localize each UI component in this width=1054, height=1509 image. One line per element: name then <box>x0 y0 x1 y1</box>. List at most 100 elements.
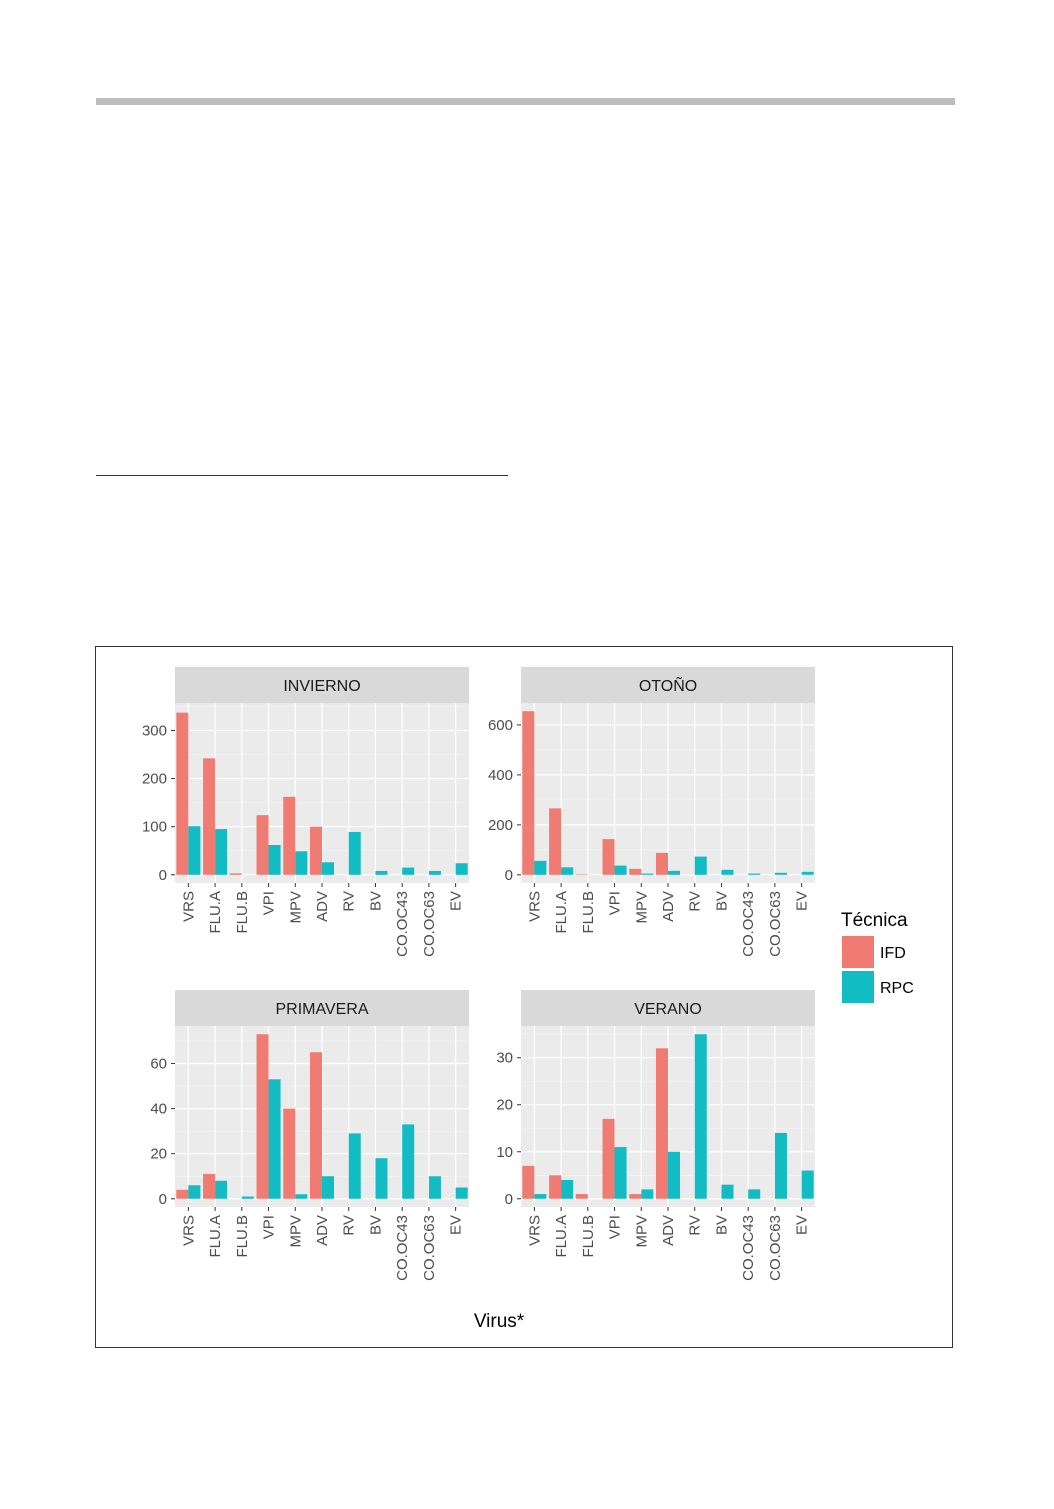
bar-ifd-flu-a <box>203 1173 216 1199</box>
x-tick-label: MPV <box>287 1215 304 1248</box>
x-tick-label: VPI <box>607 891 624 915</box>
x-tick-label: FLU.B <box>234 1215 251 1258</box>
bar-rpc-flu-a <box>561 1179 574 1199</box>
bar-rpc-vrs <box>188 826 201 875</box>
bar-ifd-adv <box>309 826 322 875</box>
bar-ifd-vpi <box>256 815 269 875</box>
facet-title: INVIERNO <box>283 678 360 695</box>
footnote-rule <box>96 475 508 476</box>
bar-rpc-vrs <box>534 860 547 875</box>
bar-rpc-vpi <box>268 1079 281 1199</box>
y-tick-label: 60 <box>150 1056 167 1073</box>
bar-rpc-vrs <box>534 1194 547 1199</box>
x-tick-label: RV <box>687 891 704 912</box>
x-tick-label: MPV <box>287 891 304 924</box>
bar-rpc-adv <box>322 862 335 875</box>
x-tick-label: CO.OC43 <box>394 1215 411 1281</box>
bar-ifd-flu-b <box>575 1194 588 1199</box>
bar-rpc-co-oc43 <box>748 1189 761 1199</box>
bar-rpc-bv <box>721 1184 734 1199</box>
y-tick-label: 400 <box>488 767 513 784</box>
bar-ifd-mpv <box>283 796 296 875</box>
bar-rpc-flu-a <box>215 829 228 875</box>
x-tick-label: CO.OC63 <box>421 891 438 957</box>
bar-rpc-co-oc63 <box>428 870 441 875</box>
x-tick-label: BV <box>713 891 730 911</box>
facet-title: VERANO <box>634 1001 702 1018</box>
x-tick-label: CO.OC43 <box>740 891 757 957</box>
bar-rpc-flu-a <box>215 1180 228 1199</box>
header-rule <box>96 98 955 105</box>
x-tick-label: FLU.B <box>580 891 597 934</box>
facet-strip <box>175 990 469 1026</box>
x-tick-label: ADV <box>314 1215 331 1246</box>
bar-ifd-vrs <box>522 711 535 875</box>
facet-panel-invierno: INVIERNO 0 100 200 300 VRS FLU.A FLU.B VPI MPV ADV… <box>142 667 469 957</box>
bar-rpc-adv <box>322 1176 335 1199</box>
legend-title: Técnica <box>841 910 908 931</box>
x-tick-label: CO.OC43 <box>740 1215 757 1281</box>
facet-title: OTOÑO <box>639 675 697 695</box>
y-tick-label: 0 <box>505 1191 513 1208</box>
bar-rpc-co-oc43 <box>402 1124 415 1199</box>
x-tick-label: VRS <box>526 891 543 922</box>
bar-ifd-adv <box>309 1052 322 1199</box>
x-tick-label: EV <box>448 891 465 911</box>
bar-rpc-ev <box>801 1170 814 1199</box>
bar-ifd-vrs <box>522 1165 535 1199</box>
bar-ifd-vrs <box>176 1189 189 1199</box>
x-tick-label: CO.OC63 <box>767 891 784 957</box>
y-tick-label: 300 <box>142 722 167 739</box>
bar-rpc-adv <box>668 870 681 875</box>
x-tick-label: FLU.B <box>580 1215 597 1258</box>
bar-rpc-co-oc63 <box>774 872 787 875</box>
facet-panel-oto-o: OTOÑO 0 200 400 600 VRS FLU.A FLU.B VPI MPV ADV RV B… <box>488 667 815 957</box>
x-tick-label: FLU.A <box>207 1215 224 1258</box>
bar-rpc-mpv <box>641 1189 654 1199</box>
bar-rpc-adv <box>668 1151 681 1199</box>
x-tick-label: VRS <box>180 1215 197 1246</box>
y-tick-label: 600 <box>488 717 513 734</box>
legend-swatch-ifd <box>842 936 874 968</box>
y-tick-label: 20 <box>150 1146 167 1163</box>
x-tick-label: VRS <box>526 1215 543 1246</box>
facet-panel-primavera: PRIMAVERA 0 20 40 60 VRS FLU.A FLU.B VPI MPV ADV RV… <box>150 990 469 1281</box>
facet-strip <box>175 667 469 703</box>
bar-ifd-mpv <box>283 1108 296 1199</box>
bar-rpc-mpv <box>295 1194 308 1199</box>
bar-ifd-vpi <box>256 1034 269 1199</box>
bar-ifd-vpi <box>602 839 615 875</box>
x-tick-label: EV <box>794 891 811 911</box>
y-tick-label: 20 <box>496 1097 513 1114</box>
bar-rpc-flu-b <box>241 1196 254 1199</box>
figure-frame <box>95 646 953 1348</box>
facet-strip <box>521 667 815 703</box>
bar-rpc-co-oc63 <box>428 1176 441 1199</box>
x-tick-label: BV <box>713 1215 730 1235</box>
bar-ifd-vrs <box>176 712 189 875</box>
x-tick-label: MPV <box>633 1215 650 1248</box>
x-tick-label: ADV <box>660 891 677 922</box>
bar-rpc-ev <box>455 1187 468 1199</box>
bar-ifd-flu-a <box>549 808 562 875</box>
bar-rpc-co-oc43 <box>402 867 415 875</box>
x-tick-label: FLU.A <box>207 891 224 934</box>
bar-rpc-rv <box>694 856 707 875</box>
facet-strip <box>521 990 815 1026</box>
x-tick-label: VRS <box>180 891 197 922</box>
bar-ifd-flu-a <box>203 758 216 875</box>
bar-ifd-adv <box>655 852 668 875</box>
x-tick-label: VPI <box>261 1215 278 1239</box>
y-tick-label: 200 <box>488 817 513 834</box>
legend-swatch-rpc <box>842 971 874 1003</box>
bar-rpc-co-oc63 <box>774 1132 787 1199</box>
y-tick-label: 100 <box>142 819 167 836</box>
bar-rpc-mpv <box>641 873 654 875</box>
y-tick-label: 40 <box>150 1101 167 1118</box>
bar-rpc-vpi <box>614 1147 627 1199</box>
x-tick-label: VPI <box>261 891 278 915</box>
x-tick-label: RV <box>341 891 358 912</box>
bar-rpc-ev <box>455 863 468 875</box>
x-tick-label: RV <box>341 1215 358 1236</box>
